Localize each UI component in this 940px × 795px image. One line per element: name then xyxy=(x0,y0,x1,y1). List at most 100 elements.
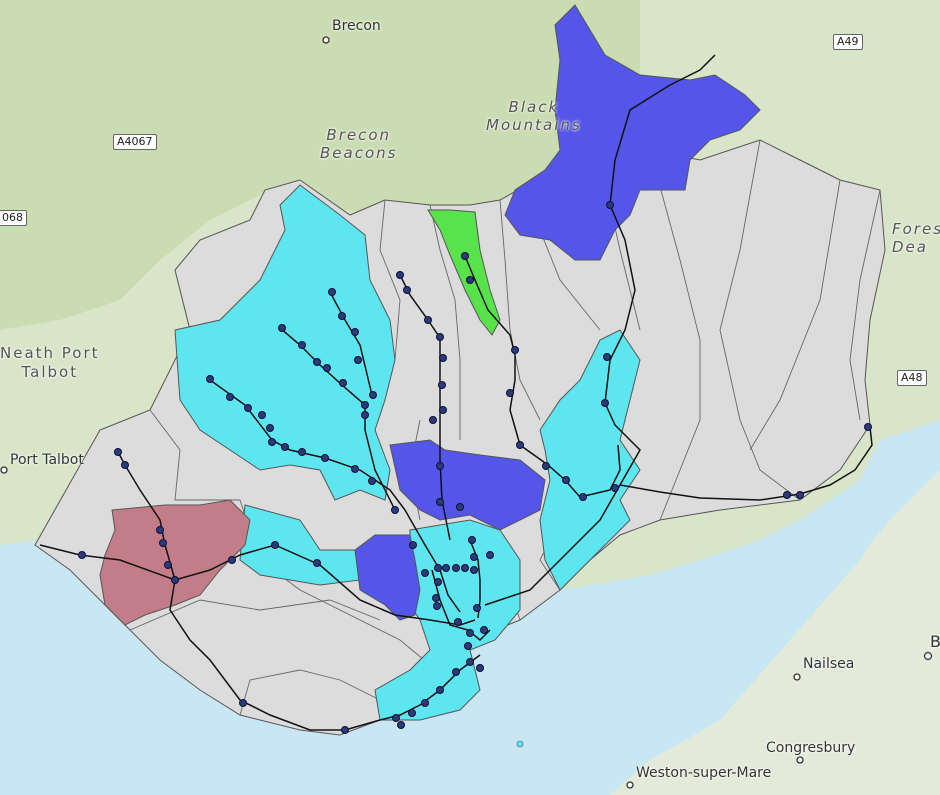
station xyxy=(409,541,417,549)
station xyxy=(164,561,172,569)
station xyxy=(159,539,167,547)
road-shield-a4068: 068 xyxy=(0,210,27,226)
station xyxy=(579,493,587,501)
road-shield-a4067: A4067 xyxy=(113,134,157,150)
station xyxy=(466,629,474,637)
station xyxy=(226,393,234,401)
station xyxy=(506,389,514,397)
station xyxy=(461,252,469,260)
area-blue-caerphilly[interactable] xyxy=(389,439,546,531)
station xyxy=(442,564,450,572)
area-blue-monmouthshire[interactable] xyxy=(504,4,761,261)
label-nailsea: Nailsea xyxy=(803,656,855,672)
station xyxy=(258,411,266,419)
station xyxy=(473,604,481,612)
station xyxy=(78,551,86,559)
station xyxy=(601,399,609,407)
station xyxy=(403,286,411,294)
station xyxy=(433,602,441,610)
station xyxy=(864,423,872,431)
station xyxy=(429,416,437,424)
station xyxy=(338,312,346,320)
station xyxy=(470,566,478,574)
station xyxy=(321,454,329,462)
station xyxy=(171,576,179,584)
station xyxy=(466,658,474,666)
station xyxy=(452,668,460,676)
station xyxy=(606,201,614,209)
town-marker-port-talbot xyxy=(0,466,8,474)
station xyxy=(281,443,289,451)
station xyxy=(369,391,377,399)
town-marker-bristol xyxy=(923,651,933,661)
station xyxy=(339,379,347,387)
station xyxy=(268,438,276,446)
station xyxy=(452,564,460,572)
area-cyan-valleys[interactable] xyxy=(174,184,396,501)
station xyxy=(206,375,214,383)
station xyxy=(436,686,444,694)
station xyxy=(298,448,306,456)
station xyxy=(466,276,474,284)
station xyxy=(511,346,519,354)
station xyxy=(391,506,399,514)
station xyxy=(392,714,400,722)
station xyxy=(542,462,550,470)
station xyxy=(313,358,321,366)
station xyxy=(121,461,129,469)
station xyxy=(476,664,484,672)
station xyxy=(436,333,444,341)
station xyxy=(323,364,331,372)
station xyxy=(328,288,336,296)
station xyxy=(361,411,369,419)
station xyxy=(486,551,494,559)
station xyxy=(341,726,349,734)
station xyxy=(562,476,570,484)
station xyxy=(434,564,442,572)
area-blue-llantrisant[interactable] xyxy=(354,534,421,621)
area-green-merthyr[interactable] xyxy=(427,209,501,336)
station xyxy=(439,406,447,414)
rail-stations xyxy=(78,201,872,734)
station xyxy=(439,354,447,362)
hills-relief xyxy=(0,0,640,330)
station xyxy=(244,404,252,412)
road-shield-a48: A48 xyxy=(897,370,927,386)
station xyxy=(516,441,524,449)
station xyxy=(470,553,478,561)
station xyxy=(298,341,306,349)
station xyxy=(228,556,236,564)
island-flat-holm xyxy=(516,740,524,748)
station xyxy=(611,484,619,492)
station xyxy=(464,642,472,650)
station xyxy=(424,316,432,324)
label-brecon-beacons: Brecon Beacons xyxy=(320,126,398,162)
station xyxy=(266,424,274,432)
station xyxy=(783,491,791,499)
station xyxy=(456,503,464,511)
station xyxy=(421,699,429,707)
station xyxy=(396,271,404,279)
station xyxy=(438,381,446,389)
label-brecon: Brecon xyxy=(332,18,381,34)
label-port-talbot: Port Talbot xyxy=(10,452,84,468)
road-shield-a49: A49 xyxy=(833,34,863,50)
area-cyan-newport[interactable] xyxy=(539,329,641,591)
station xyxy=(454,618,462,626)
station xyxy=(397,721,405,729)
land-somerset xyxy=(610,460,940,795)
town-marker-congresbury xyxy=(796,756,804,764)
station xyxy=(468,536,476,544)
area-mauve-bridgend[interactable] xyxy=(99,499,251,626)
station xyxy=(313,559,321,567)
label-neath-port-talbot: Neath Port Talbot xyxy=(0,344,100,381)
station xyxy=(361,401,369,409)
station xyxy=(351,465,359,473)
town-marker-nailsea xyxy=(793,673,801,681)
town-markers xyxy=(0,36,933,789)
station xyxy=(156,526,164,534)
town-marker-weston xyxy=(626,781,634,789)
station xyxy=(461,564,469,572)
